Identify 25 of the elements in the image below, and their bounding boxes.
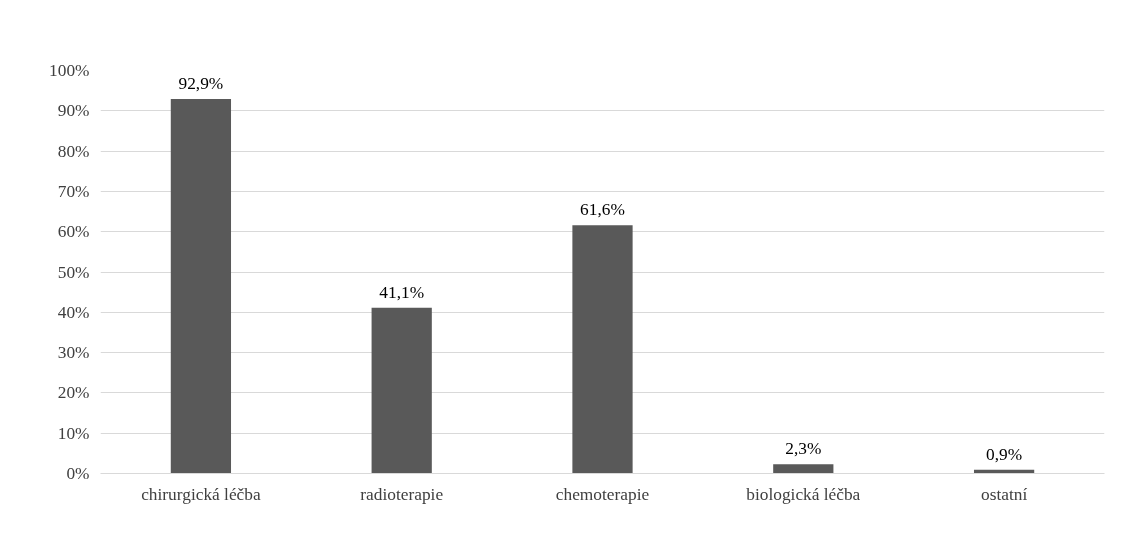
y-tick-label: 100% <box>49 61 90 80</box>
x-tick-label: chemoterapie <box>555 484 650 504</box>
data-label: 2,3% <box>785 439 822 459</box>
x-tick-label: chirurgická léčba <box>141 484 261 504</box>
x-tick-label: biologická léčba <box>746 484 861 504</box>
data-label: 92,9% <box>178 74 224 94</box>
bar <box>572 225 633 474</box>
y-tick-label: 30% <box>57 343 90 363</box>
x-tick-label: radioterapie <box>360 484 444 504</box>
y-tick-label: 10% <box>57 423 90 443</box>
y-tick-label: 40% <box>57 302 90 322</box>
bar <box>371 307 432 474</box>
y-tick-label: 20% <box>57 383 90 403</box>
y-tick-label: 60% <box>57 222 90 242</box>
y-tick-label: 50% <box>57 262 90 282</box>
y-tick-label: 90% <box>57 101 90 121</box>
y-tick-label: 70% <box>57 181 90 201</box>
bar <box>170 99 232 474</box>
y-tick-label: 0% <box>66 464 90 483</box>
data-label: 0,9% <box>986 444 1023 464</box>
y-tick-label: 80% <box>57 141 90 161</box>
bar <box>773 464 834 474</box>
data-label: 61,6% <box>580 200 625 220</box>
x-tick-label: ostatní <box>981 484 1028 504</box>
data-label: 41,1% <box>379 282 425 302</box>
